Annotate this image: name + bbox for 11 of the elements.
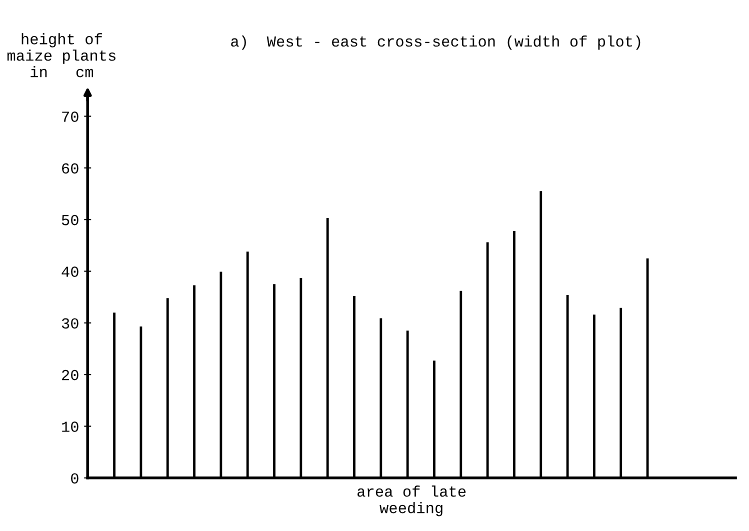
- y-axis-title: height of maize plants in cm: [7, 33, 116, 78]
- y-tick-label: 30: [62, 318, 78, 329]
- x-axis-title: area of late weeding: [358, 486, 466, 516]
- y-tick-label: 70: [62, 112, 78, 122]
- y-tick-label: 60: [62, 163, 78, 174]
- y-tick-label: 40: [62, 266, 78, 277]
- chart-title: a) West - east cross-section (width of plot): [231, 35, 640, 50]
- y-tick-label: 0: [71, 473, 78, 484]
- y-tick-label: 10: [62, 422, 78, 432]
- y-tick-label: 20: [62, 370, 78, 380]
- y-tick-label: 50: [62, 214, 78, 226]
